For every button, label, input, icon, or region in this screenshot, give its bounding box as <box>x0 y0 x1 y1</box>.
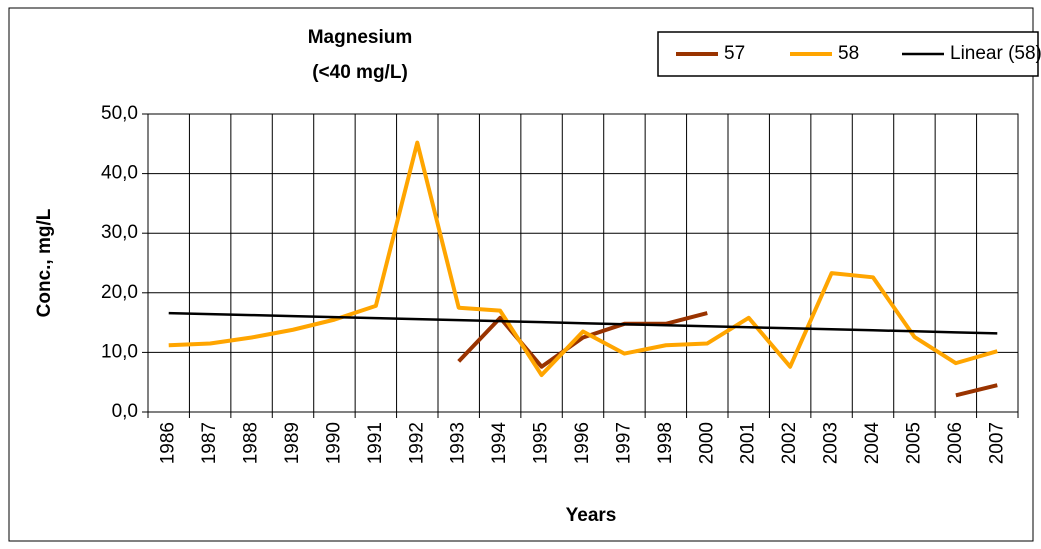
x-tick-label: 2001 <box>738 422 759 464</box>
legend-box <box>657 31 1039 77</box>
x-tick-label: 1996 <box>572 422 593 464</box>
legend-label: 57 <box>724 43 745 64</box>
y-tick-label: 0,0 <box>112 401 138 422</box>
series-line <box>955 383 998 398</box>
y-tick-label: 10,0 <box>101 341 138 362</box>
x-tick-label: 1994 <box>489 422 510 465</box>
legend-label: 58 <box>838 43 859 64</box>
x-tick-label: 1992 <box>406 422 427 464</box>
x-tick-label: 2007 <box>986 422 1007 464</box>
x-tick-label: 2005 <box>903 422 924 464</box>
x-tick-label: 1991 <box>365 422 386 464</box>
x-tick-label: 1997 <box>613 422 634 464</box>
series-line <box>168 311 998 335</box>
x-tick-label: 2000 <box>696 422 717 464</box>
chart-subtitle: (<40 mg/L) <box>312 62 408 83</box>
x-tick-label: 1988 <box>241 422 262 464</box>
x-tick-label: 2004 <box>862 422 883 465</box>
x-tick-label: 1989 <box>282 422 303 464</box>
x-tick-label: 1998 <box>655 422 676 464</box>
plot-border <box>147 113 1019 413</box>
x-tick-label: 2003 <box>821 422 842 464</box>
x-tick-label: 1986 <box>158 422 179 464</box>
x-tick-label: 1990 <box>323 422 344 464</box>
series-line <box>168 140 998 378</box>
y-tick-label: 40,0 <box>101 163 138 184</box>
x-tick-label: 1995 <box>531 422 552 464</box>
x-tick-label: 1987 <box>199 422 220 464</box>
x-axis-label: Years <box>566 505 617 526</box>
chart-title: Magnesium <box>308 27 413 48</box>
x-tick-label: 2002 <box>779 422 800 464</box>
legend-label: Linear (58) <box>950 43 1041 64</box>
x-tick-label: 1993 <box>448 422 469 464</box>
y-axis-label: Conc., mg/L <box>34 208 55 317</box>
y-tick-label: 30,0 <box>101 222 138 243</box>
y-tick-label: 50,0 <box>101 103 138 124</box>
y-tick-label: 20,0 <box>101 282 138 303</box>
x-tick-label: 2006 <box>945 422 966 464</box>
series-line <box>457 311 708 369</box>
